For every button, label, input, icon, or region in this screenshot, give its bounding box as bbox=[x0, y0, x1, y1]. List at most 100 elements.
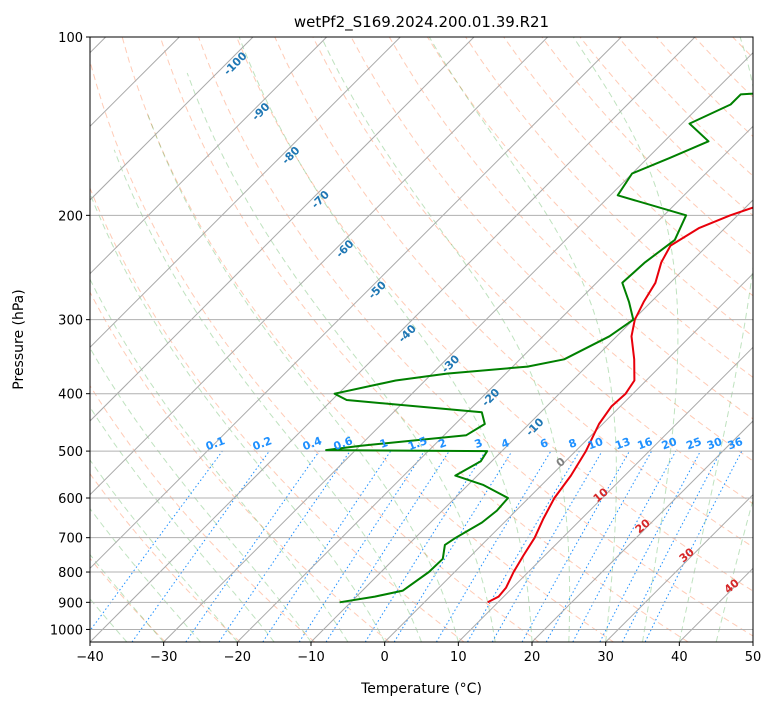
y-axis-ticks: 100 200 300 400 500 600 700 800 900 1000 bbox=[50, 31, 90, 638]
dry-adiabat-line bbox=[312, 37, 753, 505]
isotherm-line bbox=[236, 125, 753, 642]
moist-adiabat-line bbox=[90, 192, 386, 642]
y-tick-label: 600 bbox=[58, 492, 83, 507]
mixing-ratio-label: 36 bbox=[726, 435, 745, 453]
moist-adiabat-line bbox=[238, 37, 533, 642]
moist-adiabat-line bbox=[715, 497, 753, 642]
mixing-ratio-label: 25 bbox=[685, 435, 704, 452]
x-tick-label: −10 bbox=[297, 650, 324, 665]
y-axis-label: Pressure (hPa) bbox=[11, 289, 27, 389]
mixing-ratio-line bbox=[262, 450, 392, 642]
isotherm-line bbox=[90, 37, 254, 201]
mixing-ratio-label: 0.1 bbox=[204, 434, 227, 453]
x-tick-label: −20 bbox=[224, 650, 251, 665]
moist-adiabat-line bbox=[428, 37, 617, 642]
mixing-ratio-label: 0.2 bbox=[251, 434, 274, 453]
dry-adiabat-line bbox=[90, 291, 390, 642]
mixing-ratio-label: 16 bbox=[636, 435, 655, 453]
dry-adiabat-line bbox=[159, 37, 689, 642]
mixing-ratio-label: 30 bbox=[705, 435, 724, 453]
temperature-profile-line bbox=[487, 206, 753, 604]
dry-adiabat-line bbox=[503, 37, 753, 297]
dry-adiabat-line bbox=[121, 37, 614, 642]
moist-adiabat-line bbox=[572, 37, 679, 642]
isotherm-line bbox=[384, 272, 753, 642]
mixing-ratio-line bbox=[572, 450, 677, 642]
mixing-ratio-label: 0.6 bbox=[332, 434, 355, 453]
mixing-ratio-label: 10 bbox=[586, 435, 605, 453]
isotherm-line bbox=[163, 51, 753, 642]
moist-adiabat-line bbox=[90, 598, 128, 642]
x-axis-label: Temperature (°C) bbox=[360, 681, 482, 697]
dry-adiabat-line bbox=[465, 37, 753, 338]
x-tick-label: 30 bbox=[597, 650, 614, 665]
mixing-ratio-label: 1 bbox=[378, 436, 390, 451]
mixing-ratio-label: 6 bbox=[538, 436, 550, 451]
isotherm-line bbox=[531, 420, 753, 642]
dry-adiabat-line bbox=[388, 37, 753, 420]
dewpoint-profile-line bbox=[325, 92, 753, 604]
mixing-ratio-label: 20 bbox=[660, 435, 679, 453]
mixing-ratio-label: 0.4 bbox=[301, 434, 324, 453]
x-tick-label: −40 bbox=[76, 650, 103, 665]
moist-adiabat-line bbox=[90, 553, 165, 642]
isotherm-line bbox=[310, 199, 753, 642]
x-tick-label: 10 bbox=[450, 650, 467, 665]
y-tick-label: 700 bbox=[58, 532, 83, 547]
chart-title: wetPf2_S169.2024.200.01.39.R21 bbox=[294, 13, 549, 32]
mixing-ratio-line bbox=[325, 450, 450, 642]
dry-adiabat-line bbox=[274, 37, 753, 548]
mixing-ratio-line bbox=[393, 450, 513, 642]
mixing-ratio-label: 1.5 bbox=[406, 434, 429, 453]
isotherm-line bbox=[90, 37, 549, 496]
mixing-ratio-line bbox=[90, 450, 223, 632]
isotherm-line bbox=[90, 37, 696, 642]
mixing-ratio-line bbox=[185, 450, 320, 642]
dry-adiabat-line bbox=[350, 37, 753, 462]
isotherm-line bbox=[90, 37, 622, 570]
mixing-ratio-line bbox=[298, 450, 425, 642]
moist-adiabat-line bbox=[90, 459, 238, 642]
y-tick-label: 200 bbox=[58, 209, 83, 224]
mixing-ratio-label: 13 bbox=[613, 435, 632, 452]
x-tick-label: −30 bbox=[150, 650, 177, 665]
y-tick-label: 100 bbox=[58, 31, 83, 46]
dry-adiabat-line bbox=[90, 384, 316, 642]
mixing-ratio-label: 3 bbox=[473, 436, 485, 451]
dry-adiabat-line bbox=[90, 186, 465, 642]
y-tick-label: 1000 bbox=[50, 623, 83, 638]
moist-adiabat-line bbox=[147, 114, 459, 642]
mixing-ratio-label: 8 bbox=[567, 436, 579, 451]
mixing-ratio-line bbox=[131, 450, 270, 642]
moist-adiabat-line bbox=[678, 37, 753, 642]
y-tick-label: 300 bbox=[58, 314, 83, 329]
x-tick-label: 0 bbox=[381, 650, 389, 665]
x-tick-label: 20 bbox=[524, 650, 541, 665]
mixing-ratio-label: 4 bbox=[499, 436, 511, 451]
mixing-ratio-line bbox=[545, 450, 653, 642]
x-tick-label: 50 bbox=[745, 650, 762, 665]
isotherm-line bbox=[90, 37, 475, 422]
pressure-gridlines bbox=[90, 37, 753, 630]
y-tick-label: 900 bbox=[58, 596, 83, 611]
isotherm-line bbox=[90, 37, 401, 349]
moist-adiabat-line bbox=[90, 507, 201, 642]
moist-adiabat-line bbox=[90, 347, 312, 642]
dry-adiabat-line bbox=[236, 37, 753, 592]
dry-adiabat-line bbox=[90, 59, 540, 642]
mixing-ratio-line bbox=[218, 450, 351, 642]
isotherm-line bbox=[90, 37, 328, 275]
x-tick-label: 40 bbox=[671, 650, 688, 665]
moist-adiabat-line bbox=[186, 72, 496, 642]
moist-adiabat-line bbox=[90, 278, 349, 642]
y-tick-label: 400 bbox=[58, 388, 83, 403]
plot-frame bbox=[89, 36, 754, 643]
mixing-ratio-line bbox=[521, 450, 630, 642]
isotherm-line bbox=[605, 493, 753, 642]
isotherm-line bbox=[457, 346, 753, 642]
data-series bbox=[325, 92, 753, 604]
moist-adiabat-line bbox=[90, 406, 275, 642]
mixing-ratio-label: 2 bbox=[437, 436, 449, 451]
y-tick-label: 800 bbox=[58, 566, 83, 581]
